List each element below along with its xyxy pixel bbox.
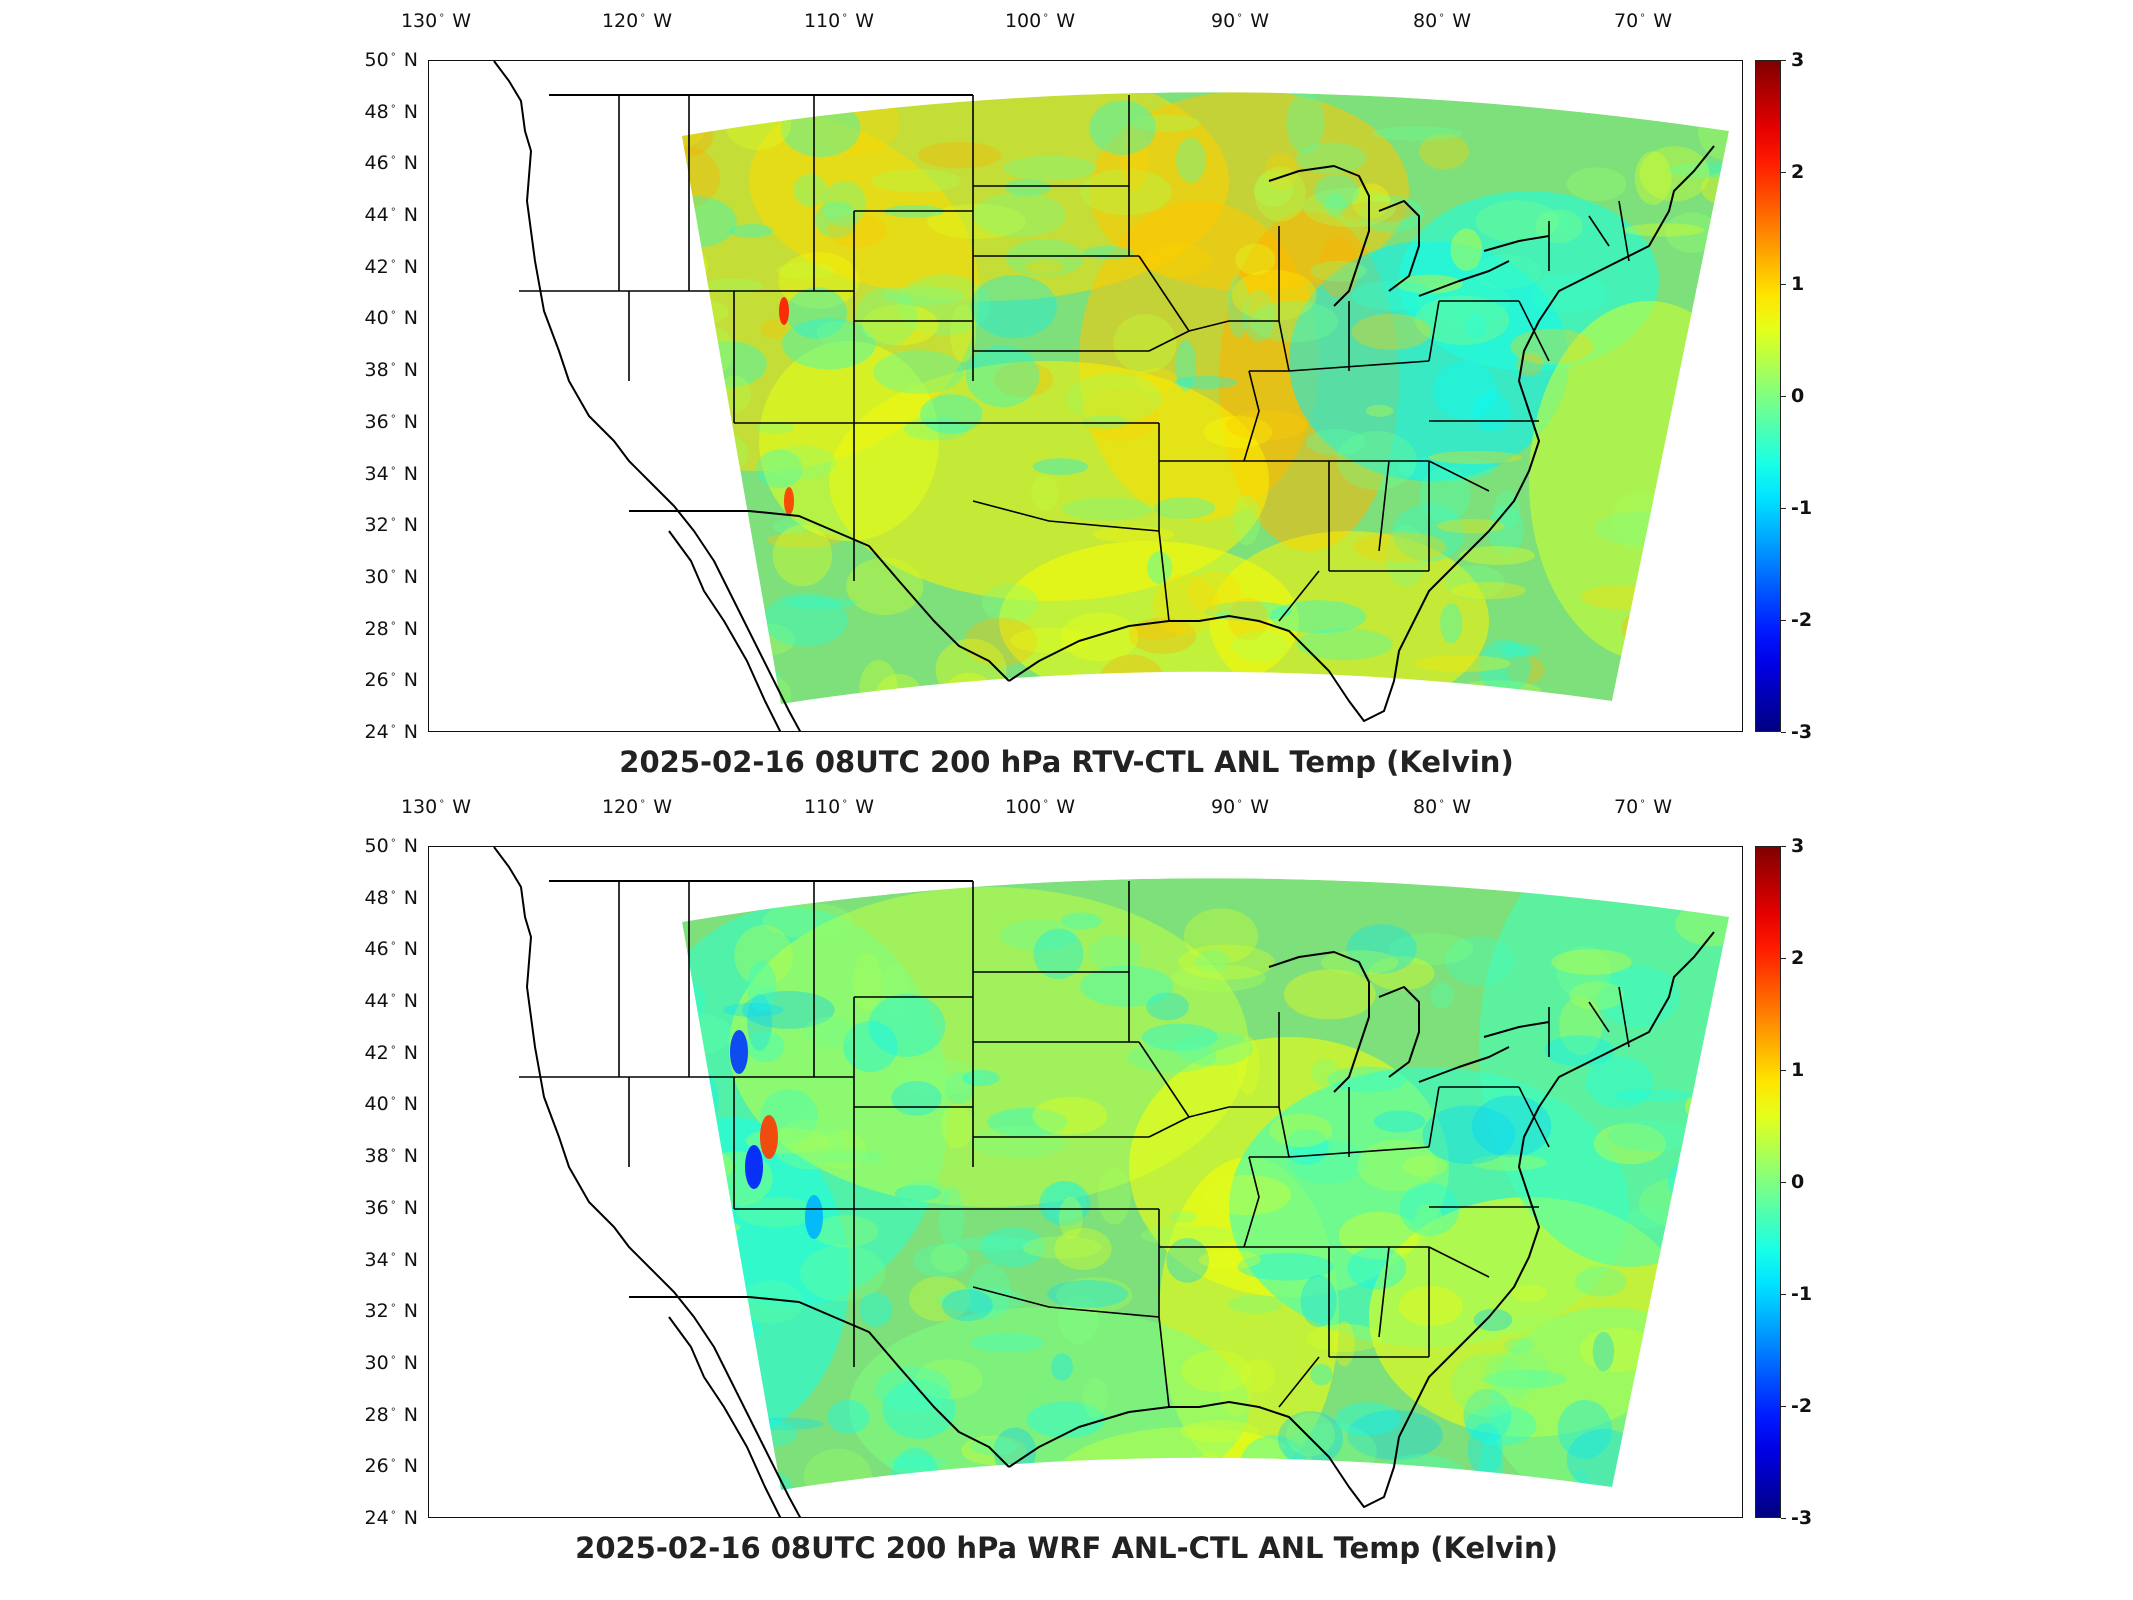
latitude-tick-label: 30 ° N	[364, 565, 418, 588]
longitude-tick-label: 120 ° W	[601, 10, 673, 32]
colorbar-tick-mark	[1781, 1406, 1786, 1407]
latitude-tick-label: 34 ° N	[364, 462, 418, 485]
latitude-tick-label: 46 ° N	[364, 152, 418, 175]
latitude-tick-label: 36 ° N	[364, 410, 418, 433]
colorbar-tick-mark	[1781, 958, 1786, 959]
colorbar	[1755, 846, 1781, 1518]
longitude-tick-label: 120 ° W	[601, 796, 673, 818]
colorbar-tick-mark	[1781, 284, 1786, 285]
map-svg	[493, 847, 1729, 1517]
colorbar-tick-mark	[1781, 1518, 1786, 1519]
latitude-tick-label: 32 ° N	[364, 1300, 418, 1323]
colorbar-tick-mark	[1781, 1294, 1786, 1295]
colorbar-tick-mark	[1781, 732, 1786, 733]
longitude-tick-label: 130 ° W	[400, 796, 472, 818]
colorbar-tick-mark	[1781, 1182, 1786, 1183]
coastline-and-state-borders	[493, 847, 1715, 1517]
latitude-tick-label: 42 ° N	[364, 255, 418, 278]
latitude-tick-label: 30 ° N	[364, 1351, 418, 1374]
latitude-tick-label: 36 ° N	[364, 1196, 418, 1219]
longitude-tick-label: 110 ° W	[803, 796, 875, 818]
colorbar-tick-mark	[1781, 620, 1786, 621]
colorbar-tick-mark	[1781, 846, 1786, 847]
longitude-tick-label: 100 ° W	[1004, 796, 1076, 818]
colorbar-tick-mark	[1781, 396, 1786, 397]
longitude-tick-label: 110 ° W	[803, 10, 875, 32]
map-area	[428, 60, 1743, 732]
panel-title: 2025-02-16 08UTC 200 hPa RTV-CTL ANL Tem…	[619, 745, 1514, 779]
panel-title: 2025-02-16 08UTC 200 hPa WRF ANL-CTL ANL…	[575, 1531, 1558, 1565]
longitude-tick-label: 130 ° W	[400, 10, 472, 32]
latitude-tick-label: 24 ° N	[364, 721, 418, 743]
colorbar-tick-label: -3	[1791, 1507, 1813, 1529]
longitude-tick-label: 80 ° W	[1412, 796, 1472, 818]
colorbar-tick-label: 0	[1791, 385, 1805, 407]
colorbar-tick-mark	[1781, 60, 1786, 61]
latitude-tick-label: 24 ° N	[364, 1507, 418, 1529]
colorbar-tick-label: -2	[1791, 1395, 1813, 1417]
latitude-tick-label: 40 ° N	[364, 307, 418, 330]
latitude-tick-label: 50 ° N	[364, 49, 418, 71]
latitude-tick-label: 40 ° N	[364, 1093, 418, 1116]
temperature-difference-field	[682, 92, 1729, 705]
latitude-tick-label: 48 ° N	[364, 100, 418, 123]
colorbar-tick-label: -1	[1791, 1283, 1813, 1305]
coastline-and-state-borders	[493, 61, 1715, 731]
latitude-tick-label: 46 ° N	[364, 938, 418, 961]
longitude-tick-label: 70 ° W	[1613, 10, 1673, 32]
colorbar-tick-label: 2	[1791, 161, 1805, 183]
longitude-tick-label: 100 ° W	[1004, 10, 1076, 32]
latitude-tick-label: 44 ° N	[364, 990, 418, 1013]
map-area	[428, 846, 1743, 1518]
colorbar	[1755, 60, 1781, 732]
latitude-tick-label: 26 ° N	[364, 1455, 418, 1478]
colorbar-tick-label: -3	[1791, 721, 1813, 743]
latitude-tick-label: 32 ° N	[364, 514, 418, 537]
colorbar-tick-label: 1	[1791, 1059, 1805, 1081]
colorbar-tick-label: 3	[1791, 49, 1805, 71]
latitude-tick-label: 26 ° N	[364, 669, 418, 692]
colorbar-tick-label: -2	[1791, 609, 1813, 631]
map-svg	[493, 61, 1729, 731]
latitude-tick-label: 28 ° N	[364, 1403, 418, 1426]
colorbar-tick-label: 1	[1791, 273, 1805, 295]
colorbar-tick-label: 0	[1791, 1171, 1805, 1193]
colorbar-tick-mark	[1781, 1070, 1786, 1071]
latitude-tick-label: 38 ° N	[364, 1145, 418, 1168]
colorbar-tick-label: 3	[1791, 835, 1805, 857]
latitude-tick-label: 34 ° N	[364, 1248, 418, 1271]
longitude-tick-label: 80 ° W	[1412, 10, 1472, 32]
colorbar-tick-mark	[1781, 508, 1786, 509]
temperature-difference-field	[682, 878, 1729, 1491]
latitude-tick-label: 50 ° N	[364, 835, 418, 857]
longitude-tick-label: 90 ° W	[1210, 796, 1270, 818]
latitude-tick-label: 48 ° N	[364, 886, 418, 909]
longitude-tick-label: 90 ° W	[1210, 10, 1270, 32]
latitude-tick-label: 28 ° N	[364, 617, 418, 640]
latitude-tick-label: 38 ° N	[364, 359, 418, 382]
longitude-tick-label: 70 ° W	[1613, 796, 1673, 818]
colorbar-tick-label: 2	[1791, 947, 1805, 969]
colorbar-tick-mark	[1781, 172, 1786, 173]
colorbar-tick-label: -1	[1791, 497, 1813, 519]
latitude-tick-label: 44 ° N	[364, 204, 418, 227]
latitude-tick-label: 42 ° N	[364, 1041, 418, 1064]
